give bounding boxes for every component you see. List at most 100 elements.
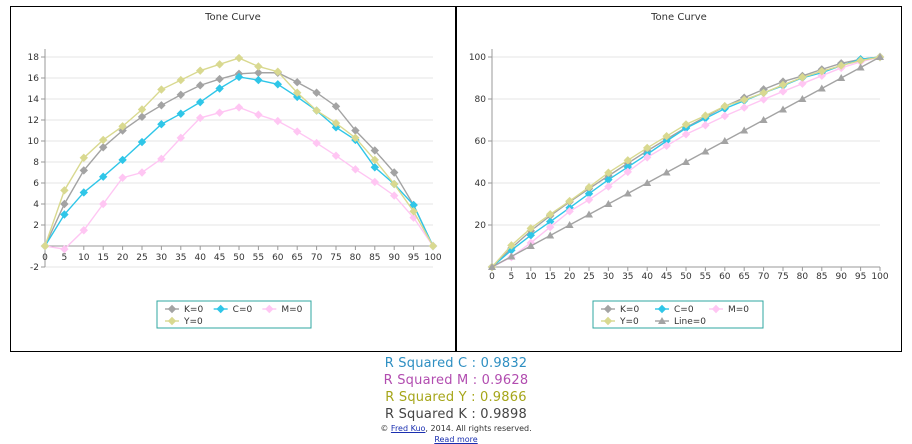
y-tick-label: 4	[33, 200, 39, 210]
x-tick-label: 80	[350, 253, 362, 263]
data-point	[856, 63, 865, 71]
data-point	[40, 241, 50, 251]
legend-swatch-marker	[167, 316, 177, 326]
tone-curve-chart-left: Tone Curve -2 2 4 6 8 10 12 14 16 18 0 5 10 15 20 25 30 35…	[28, 12, 442, 329]
legend-label: Y=0	[183, 317, 203, 327]
y-tick-label: 100	[469, 53, 486, 63]
x-tick-label: 0	[42, 253, 48, 263]
data-point	[428, 241, 438, 251]
data-point	[234, 72, 244, 82]
legend-label: M=0	[281, 305, 302, 315]
data-point	[740, 103, 749, 112]
data-point	[215, 108, 224, 117]
x-tick-label: 55	[253, 253, 264, 263]
data-point	[176, 90, 185, 99]
x-tick-label: 80	[797, 272, 809, 282]
data-point	[254, 75, 263, 85]
data-point	[137, 137, 147, 147]
data-point	[584, 183, 594, 192]
data-point	[662, 141, 671, 151]
data-point	[234, 103, 244, 112]
data-point	[157, 101, 166, 110]
data-point	[157, 85, 166, 94]
x-tick-label: 45	[661, 272, 672, 282]
right-chart-panel: Tone Curve 20 40 60 80 100 0 5 10 15 20 25 30 35 40 45 5…	[456, 6, 902, 352]
x-tick-label: 25	[583, 272, 594, 282]
data-point	[196, 97, 205, 107]
x-tick-label: 15	[97, 253, 108, 263]
x-tick-label: 50	[233, 253, 245, 263]
data-point	[682, 158, 690, 165]
legend-swatch-marker	[216, 304, 225, 314]
data-point	[99, 143, 108, 152]
data-point	[390, 168, 399, 177]
y-tick-label: 20	[475, 221, 487, 231]
data-point	[662, 168, 671, 176]
data-point	[488, 263, 496, 270]
data-point	[176, 109, 185, 118]
data-point	[856, 56, 865, 65]
data-point	[273, 116, 282, 126]
data-point	[99, 172, 108, 181]
x-tick-label: 60	[272, 253, 284, 263]
x-tick-label: 65	[291, 253, 302, 263]
x-tick-label: 95	[408, 253, 419, 263]
x-tick-label: 30	[603, 272, 615, 282]
data-point	[157, 120, 166, 129]
y-tick-label: 10	[28, 137, 40, 147]
x-tick-label: 100	[871, 272, 888, 282]
legend-swatch-marker	[603, 316, 613, 326]
data-point	[409, 200, 418, 210]
x-tick-label: 85	[369, 253, 380, 263]
left-chart-panel: Tone Curve -2 2 4 6 8 10 12 14 16 18 0 5 10 15 20 25 30 35…	[10, 6, 456, 352]
legend-swatch-marker	[167, 304, 177, 314]
legend-box	[592, 300, 764, 329]
data-point	[312, 88, 321, 97]
data-point	[137, 168, 147, 177]
author-link[interactable]: Fred Kuo	[390, 424, 426, 433]
series-m-0	[40, 103, 438, 254]
data-point	[331, 151, 341, 160]
y-tick-label: 6	[33, 179, 39, 189]
data-point	[99, 199, 108, 209]
copyright-prefix: ©	[380, 424, 391, 433]
data-point	[778, 87, 788, 96]
x-tick-label: 40	[641, 272, 653, 282]
data-point	[176, 133, 185, 143]
x-tick-label: 40	[194, 253, 206, 263]
r-squared-c: R Squared C : 0.9832	[384, 356, 528, 371]
x-tick-label: 75	[330, 253, 341, 263]
data-point	[79, 166, 88, 175]
x-tick-label: 50	[680, 272, 692, 282]
y-tick-label: -2	[30, 263, 39, 273]
data-point	[390, 191, 399, 200]
read-more-link[interactable]: Read more	[434, 435, 478, 444]
data-point	[409, 207, 418, 216]
data-point	[79, 188, 88, 197]
legend-label: M=0	[728, 305, 749, 315]
data-point	[157, 154, 166, 164]
data-point	[137, 105, 147, 114]
legend: K=0 C=0 M=0 Y=0 Line=0	[592, 300, 764, 329]
data-point	[118, 122, 127, 131]
data-point	[604, 200, 613, 207]
data-point	[643, 179, 652, 186]
y-tick-label: 14	[28, 95, 40, 105]
data-point	[759, 95, 768, 104]
x-tick-label: 85	[816, 272, 827, 282]
x-tick-label: 55	[700, 272, 711, 282]
data-point	[331, 118, 341, 128]
data-point	[79, 226, 88, 235]
tone-curve-chart-right: Tone Curve 20 40 60 80 100 0 5 10 15 20 25 30 35 40 45 5…	[469, 12, 889, 329]
x-tick-label: 65	[738, 272, 749, 282]
data-point	[817, 84, 826, 92]
x-tick-label: 30	[156, 253, 168, 263]
data-point	[584, 195, 594, 204]
data-point	[293, 127, 302, 136]
data-point	[137, 112, 147, 122]
read-more-row: Read more	[0, 435, 912, 444]
data-point	[798, 79, 807, 88]
data-point	[60, 186, 69, 195]
data-point	[740, 126, 749, 134]
copyright-notice: © Fred Kuo, 2014. All rights reserved.	[0, 424, 912, 433]
